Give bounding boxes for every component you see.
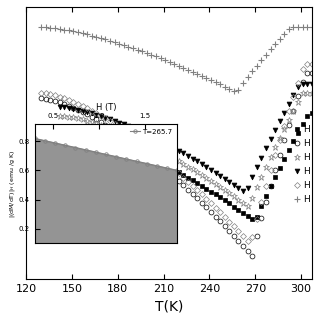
- X-axis label: T(K): T(K): [155, 299, 183, 313]
- Legend: H, H, H, H, H, H: H, H, H, H, H, H: [293, 125, 310, 204]
